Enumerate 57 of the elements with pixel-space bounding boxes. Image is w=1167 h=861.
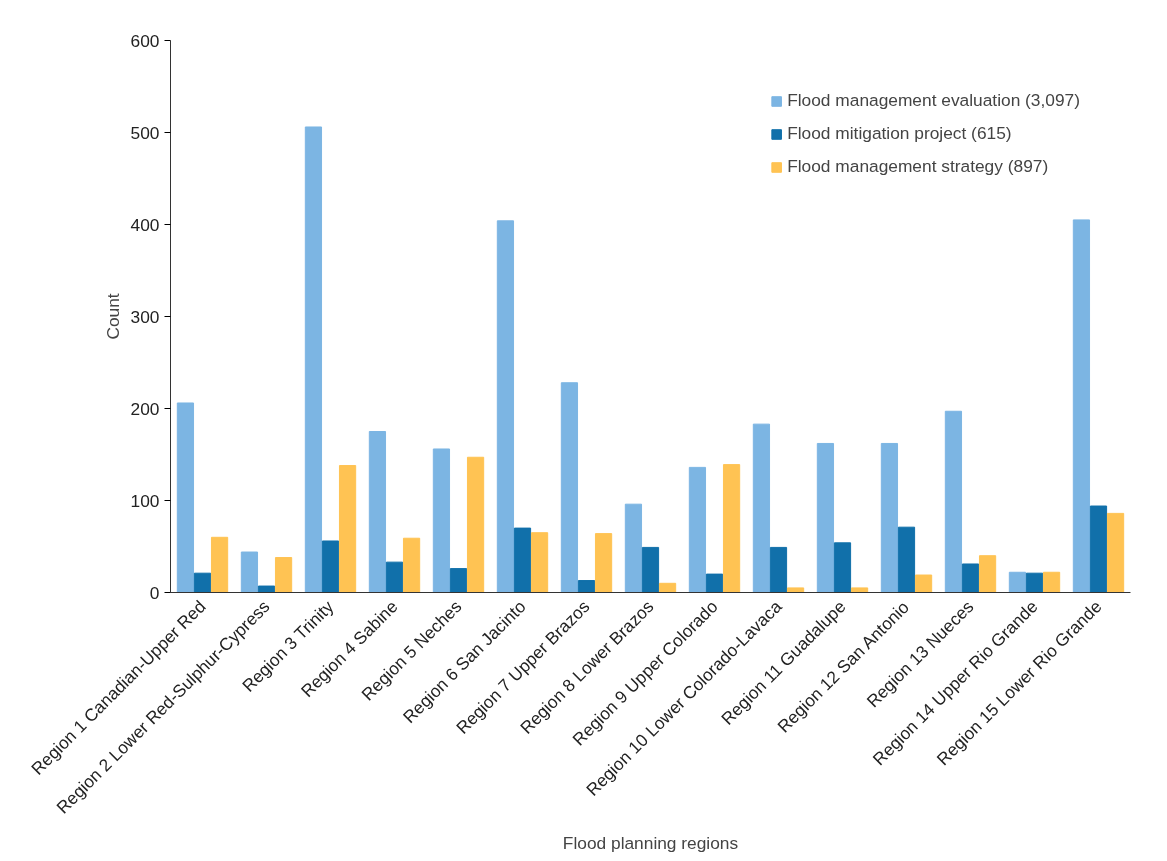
bar (1089, 505, 1108, 593)
bar (513, 527, 532, 593)
legend-label: Flood mitigation project (615) (787, 123, 1012, 144)
legend-label: Flood management strategy (897) (787, 156, 1049, 177)
bar (914, 574, 933, 593)
y-tick-label: 100 (130, 490, 160, 511)
bar (385, 561, 404, 593)
bar (705, 573, 724, 593)
bar (496, 220, 515, 593)
bar (961, 563, 980, 593)
bar (577, 580, 596, 593)
bar (944, 410, 963, 593)
bar (978, 555, 997, 593)
y-tick-label: 200 (130, 398, 160, 419)
bar (432, 448, 451, 593)
bar (897, 526, 916, 593)
bar (193, 572, 212, 593)
bar (658, 582, 677, 593)
bar (1008, 571, 1027, 593)
y-tick-label: 400 (130, 214, 160, 235)
bar (274, 557, 293, 593)
bar (1025, 572, 1044, 593)
bar (240, 551, 259, 593)
bar (466, 456, 485, 593)
x-axis-title: Flood planning regions (562, 832, 739, 853)
bar (786, 587, 805, 593)
bar (402, 537, 421, 593)
bar (641, 546, 660, 593)
bar (257, 585, 276, 593)
y-tick-label: 500 (130, 122, 160, 143)
bar (850, 587, 869, 593)
bar (304, 126, 323, 593)
legend-label: Flood management evaluation (3,097) (787, 90, 1080, 111)
bar (722, 464, 741, 593)
bar (368, 431, 387, 593)
bar (833, 542, 852, 593)
bar (624, 503, 643, 593)
bar (449, 568, 468, 593)
bar (688, 466, 707, 593)
bar (1106, 512, 1125, 593)
y-tick-label: 300 (130, 306, 160, 327)
y-tick-label: 600 (130, 30, 160, 51)
bar (530, 532, 549, 593)
bar (338, 465, 357, 593)
bar (560, 382, 579, 593)
bar (1072, 219, 1091, 593)
bar (769, 546, 788, 593)
bar (176, 402, 195, 593)
bar (210, 536, 229, 593)
y-tick-label: 0 (149, 582, 160, 603)
y-axis-title: Count (102, 293, 123, 340)
bar (816, 442, 835, 593)
bar (752, 423, 771, 593)
bar (1042, 571, 1061, 593)
bar (594, 533, 613, 593)
bar (321, 540, 340, 593)
bar (880, 442, 899, 593)
